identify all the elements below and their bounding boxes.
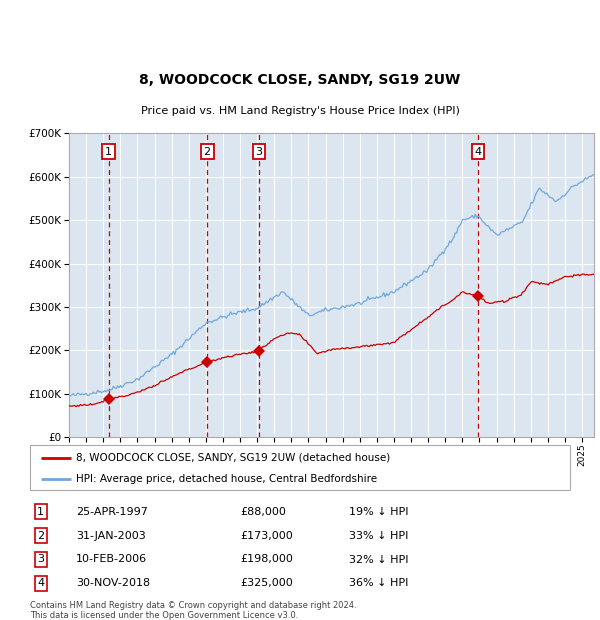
Text: 1: 1 bbox=[37, 507, 44, 517]
Text: £173,000: £173,000 bbox=[241, 531, 293, 541]
Text: 8, WOODCOCK CLOSE, SANDY, SG19 2UW: 8, WOODCOCK CLOSE, SANDY, SG19 2UW bbox=[139, 73, 461, 87]
Text: 4: 4 bbox=[37, 578, 44, 588]
Text: Price paid vs. HM Land Registry's House Price Index (HPI): Price paid vs. HM Land Registry's House … bbox=[140, 106, 460, 116]
Text: Contains HM Land Registry data © Crown copyright and database right 2024.: Contains HM Land Registry data © Crown c… bbox=[30, 601, 356, 611]
Text: 19% ↓ HPI: 19% ↓ HPI bbox=[349, 507, 408, 517]
Text: This data is licensed under the Open Government Licence v3.0.: This data is licensed under the Open Gov… bbox=[30, 611, 298, 620]
Text: 36% ↓ HPI: 36% ↓ HPI bbox=[349, 578, 408, 588]
Text: £88,000: £88,000 bbox=[241, 507, 286, 517]
Text: 1: 1 bbox=[105, 146, 112, 156]
Text: 30-NOV-2018: 30-NOV-2018 bbox=[76, 578, 150, 588]
Text: 33% ↓ HPI: 33% ↓ HPI bbox=[349, 531, 408, 541]
Text: 25-APR-1997: 25-APR-1997 bbox=[76, 507, 148, 517]
Text: HPI: Average price, detached house, Central Bedfordshire: HPI: Average price, detached house, Cent… bbox=[76, 474, 377, 484]
Text: 2: 2 bbox=[203, 146, 211, 156]
Text: 32% ↓ HPI: 32% ↓ HPI bbox=[349, 554, 408, 564]
Text: 10-FEB-2006: 10-FEB-2006 bbox=[76, 554, 147, 564]
Text: £198,000: £198,000 bbox=[241, 554, 293, 564]
Text: £325,000: £325,000 bbox=[241, 578, 293, 588]
Text: 8, WOODCOCK CLOSE, SANDY, SG19 2UW (detached house): 8, WOODCOCK CLOSE, SANDY, SG19 2UW (deta… bbox=[76, 453, 390, 463]
Text: 4: 4 bbox=[475, 146, 482, 156]
Text: 2: 2 bbox=[37, 531, 44, 541]
Text: 31-JAN-2003: 31-JAN-2003 bbox=[76, 531, 146, 541]
Text: 3: 3 bbox=[37, 554, 44, 564]
Text: 3: 3 bbox=[256, 146, 262, 156]
